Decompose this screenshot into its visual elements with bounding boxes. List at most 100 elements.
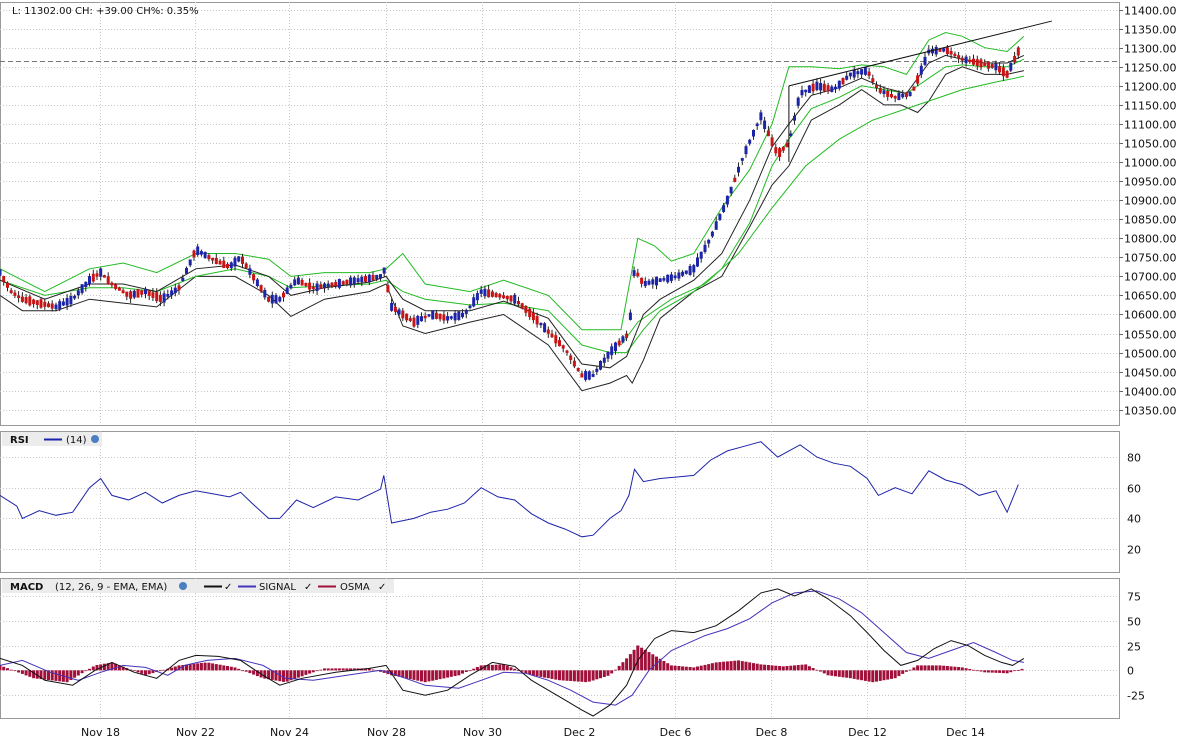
osma-bar <box>88 668 91 671</box>
candle-body <box>47 303 50 308</box>
candle-body <box>442 314 446 321</box>
candle-body <box>177 285 181 291</box>
candle-body <box>461 312 464 318</box>
osma-bar <box>121 666 125 671</box>
osma-bar <box>893 670 897 679</box>
candle-body <box>457 311 461 320</box>
osma-bar <box>199 663 203 671</box>
osma-bar <box>0 665 2 671</box>
osma-bar <box>226 666 229 671</box>
candle-body <box>938 48 942 52</box>
candle-body <box>147 290 151 296</box>
osma-bar <box>449 670 453 677</box>
macd-line <box>0 588 1025 717</box>
osma-bar <box>311 670 315 673</box>
candle-body <box>766 130 770 137</box>
osma-bar <box>539 670 543 677</box>
candle-body <box>252 274 256 281</box>
candle-body <box>386 285 390 293</box>
osma-bar <box>32 670 36 679</box>
candle-body <box>841 78 845 85</box>
candle-body <box>76 290 80 296</box>
candle-body <box>472 297 476 307</box>
osma-bar <box>890 670 893 679</box>
candle-body <box>778 148 782 157</box>
candle-body <box>692 265 696 273</box>
osma-bar <box>830 670 834 676</box>
osma-bar <box>464 670 468 672</box>
candle-body <box>233 257 237 267</box>
osma-bar <box>848 670 852 679</box>
candle-body <box>662 278 666 281</box>
osma-bar <box>255 670 259 677</box>
candle-body <box>412 317 416 327</box>
candle-body <box>323 283 326 289</box>
osma-bar <box>442 670 446 679</box>
candle-body <box>229 262 233 269</box>
candle-body <box>222 260 226 268</box>
bollinger-upper-line <box>0 31 1025 331</box>
candle-body <box>856 71 860 75</box>
candle-body <box>32 299 36 305</box>
price-tick-label: 11000.00 <box>1124 157 1177 170</box>
candle-body <box>923 56 927 65</box>
osma-bar <box>710 663 714 671</box>
osma-bar <box>610 670 614 674</box>
candle-body <box>43 301 47 307</box>
candle-body <box>438 313 442 320</box>
osma-bar <box>475 667 479 671</box>
osma-bar <box>196 663 200 671</box>
osma-bar <box>214 664 218 671</box>
signal-line <box>0 590 1024 706</box>
osma-bar <box>714 662 718 671</box>
candle-body <box>710 231 714 237</box>
candle-body <box>162 293 166 303</box>
osma-bar <box>282 670 285 682</box>
osma-bar <box>834 670 837 677</box>
candle-body <box>785 142 789 148</box>
resistance-trendline <box>788 20 1052 87</box>
price-tick-label: 10350.00 <box>1124 405 1177 418</box>
osma-bar <box>684 666 688 671</box>
osma-bar <box>733 660 737 671</box>
osma-bar <box>662 661 666 671</box>
osma-bar <box>472 668 476 671</box>
candle-body <box>524 306 528 313</box>
candle-body <box>315 283 319 291</box>
candle-body <box>6 282 9 288</box>
osma-bar <box>949 666 953 671</box>
candle-body <box>517 301 520 305</box>
candle-body <box>468 305 472 308</box>
candle-body <box>576 368 580 372</box>
candle-body <box>39 299 43 308</box>
osma-bar <box>520 670 524 672</box>
osma-bar <box>517 670 520 671</box>
candle-body <box>505 295 509 300</box>
osma-bar <box>203 662 207 671</box>
candle-body <box>69 296 73 305</box>
osma-bar <box>170 667 174 671</box>
osma-bar <box>498 664 502 671</box>
macd-check-icon: ✓ <box>224 582 232 593</box>
candle-body <box>628 312 632 320</box>
osma-bar <box>837 670 841 677</box>
candle-body <box>752 130 755 137</box>
price-tick-label: 10950.00 <box>1124 176 1177 189</box>
osma-bar <box>953 666 957 671</box>
rsi-tick-label: 40 <box>1127 513 1141 526</box>
candle-body <box>401 310 405 319</box>
osma-bar <box>151 670 155 674</box>
osma-bar <box>1016 670 1020 671</box>
osma-bar <box>244 670 248 672</box>
candle-body <box>733 177 737 182</box>
candle-body <box>602 357 606 363</box>
price-tick-label: 11050.00 <box>1124 138 1177 151</box>
candle-body <box>255 279 259 286</box>
osma-bar <box>681 666 685 671</box>
osma-bar <box>699 665 703 671</box>
candle-body <box>901 93 905 98</box>
rsi-title: RSI <box>10 435 29 446</box>
osma-bar <box>233 667 237 671</box>
candle-body <box>722 205 726 212</box>
candle-body <box>617 340 621 346</box>
